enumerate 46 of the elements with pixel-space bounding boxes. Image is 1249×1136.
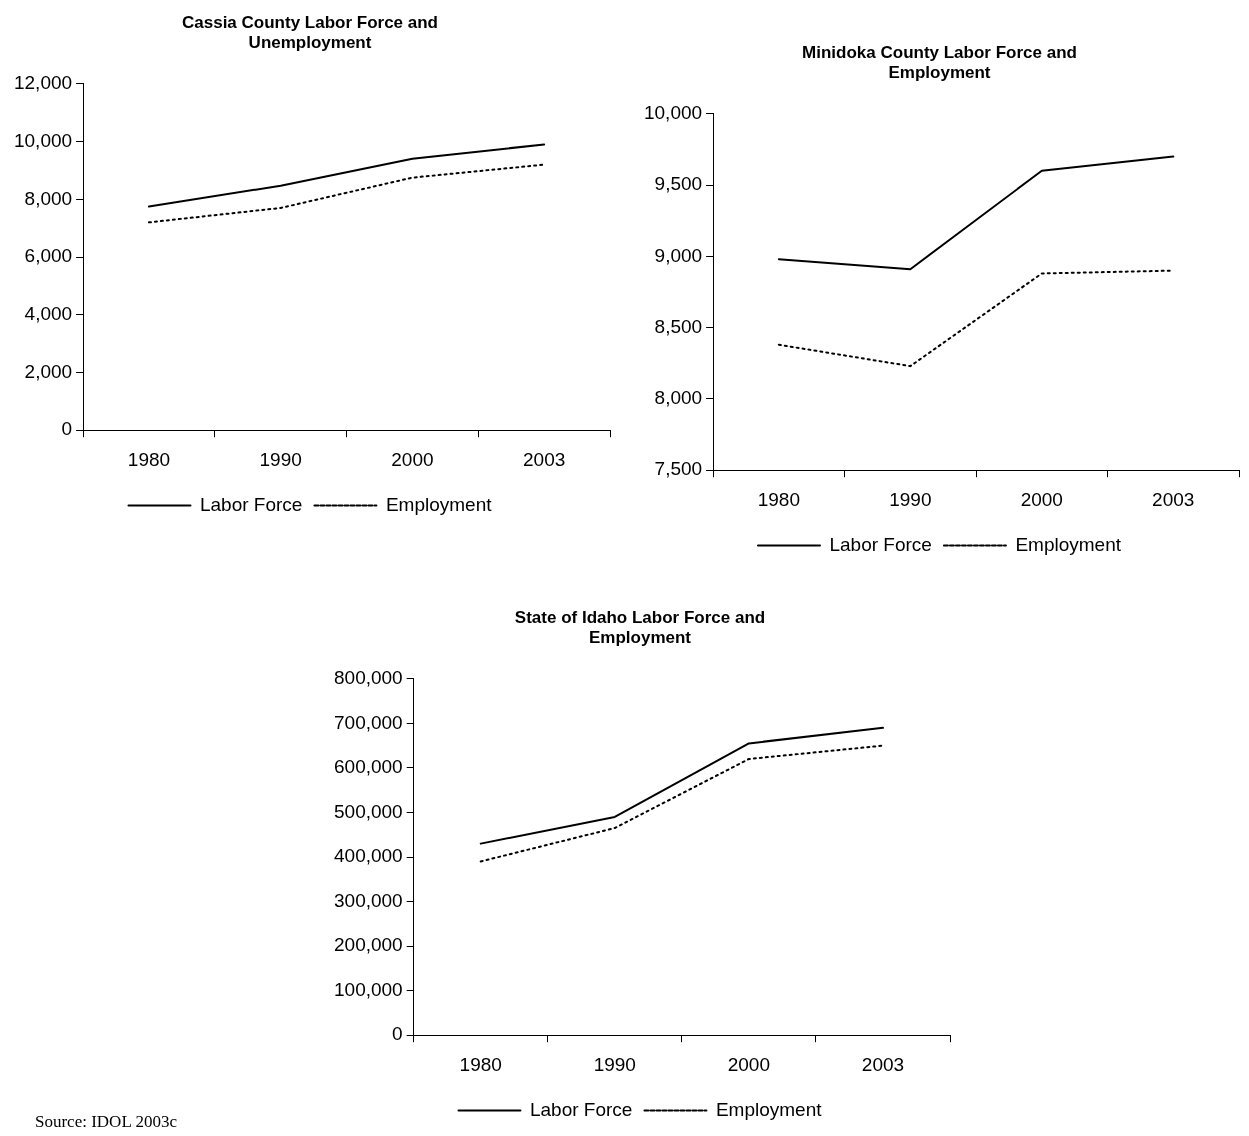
x-tick-label: 1980 bbox=[459, 1053, 502, 1075]
y-tick-label: 400,000 bbox=[333, 845, 403, 867]
legend-label: Labor Force bbox=[199, 493, 303, 515]
y-tick-label: 2,000 bbox=[24, 360, 73, 382]
x-tick-label: 2000 bbox=[727, 1053, 771, 1075]
x-tick-label: 1990 bbox=[593, 1053, 636, 1075]
x-tick-label: 1980 bbox=[757, 488, 800, 510]
line-series bbox=[147, 163, 546, 224]
y-tick-label: 500,000 bbox=[333, 800, 403, 822]
y-tick-label: 12,000 bbox=[13, 72, 73, 94]
chart-title: Minidoka County Labor Force and Employment bbox=[802, 42, 1077, 83]
line-series bbox=[479, 744, 884, 863]
legend-label: Employment bbox=[385, 493, 493, 515]
y-tick-label: 300,000 bbox=[333, 889, 403, 911]
legend-label: Labor Force bbox=[829, 533, 932, 555]
x-tick-label: 1980 bbox=[127, 448, 171, 470]
chart-title: Cassia County Labor Force and Unemployment bbox=[182, 12, 438, 53]
x-tick-label: 1990 bbox=[259, 448, 302, 470]
y-tick-label: 600,000 bbox=[333, 756, 403, 778]
legend-label: Employment bbox=[1015, 533, 1122, 555]
y-tick-label: 100,000 bbox=[333, 978, 403, 1000]
y-tick-label: 800,000 bbox=[333, 667, 403, 689]
x-tick-label: 2000 bbox=[391, 448, 434, 470]
x-tick-label: 1990 bbox=[889, 488, 932, 510]
x-tick-label: 2003 bbox=[523, 448, 566, 470]
legend-label: Employment bbox=[715, 1098, 823, 1120]
y-tick-label: 9,000 bbox=[654, 244, 703, 266]
y-tick-label: 0 bbox=[392, 1023, 403, 1045]
chart-title: State of Idaho Labor Force and Employment bbox=[514, 607, 766, 648]
y-tick-label: 8,000 bbox=[654, 387, 703, 409]
y-tick-label: 4,000 bbox=[24, 302, 73, 324]
y-tick-label: 10,000 bbox=[13, 129, 73, 151]
y-tick-label: 8,500 bbox=[654, 315, 703, 337]
y-tick-label: 9,500 bbox=[654, 173, 703, 195]
y-tick-label: 200,000 bbox=[333, 934, 403, 956]
x-tick-label: 2003 bbox=[1152, 488, 1195, 510]
x-tick-label: 2000 bbox=[1020, 488, 1063, 510]
y-tick-label: 10,000 bbox=[643, 102, 703, 124]
y-tick-label: 700,000 bbox=[333, 711, 403, 733]
legend-label: Labor Force bbox=[529, 1098, 633, 1120]
y-tick-label: 8,000 bbox=[24, 187, 73, 209]
x-tick-label: 2003 bbox=[861, 1053, 905, 1075]
y-tick-label: 0 bbox=[61, 418, 73, 440]
y-tick-label: 7,500 bbox=[654, 458, 703, 480]
y-tick-label: 6,000 bbox=[24, 245, 73, 267]
source-note: Source: IDOL 2003c bbox=[35, 1112, 177, 1132]
